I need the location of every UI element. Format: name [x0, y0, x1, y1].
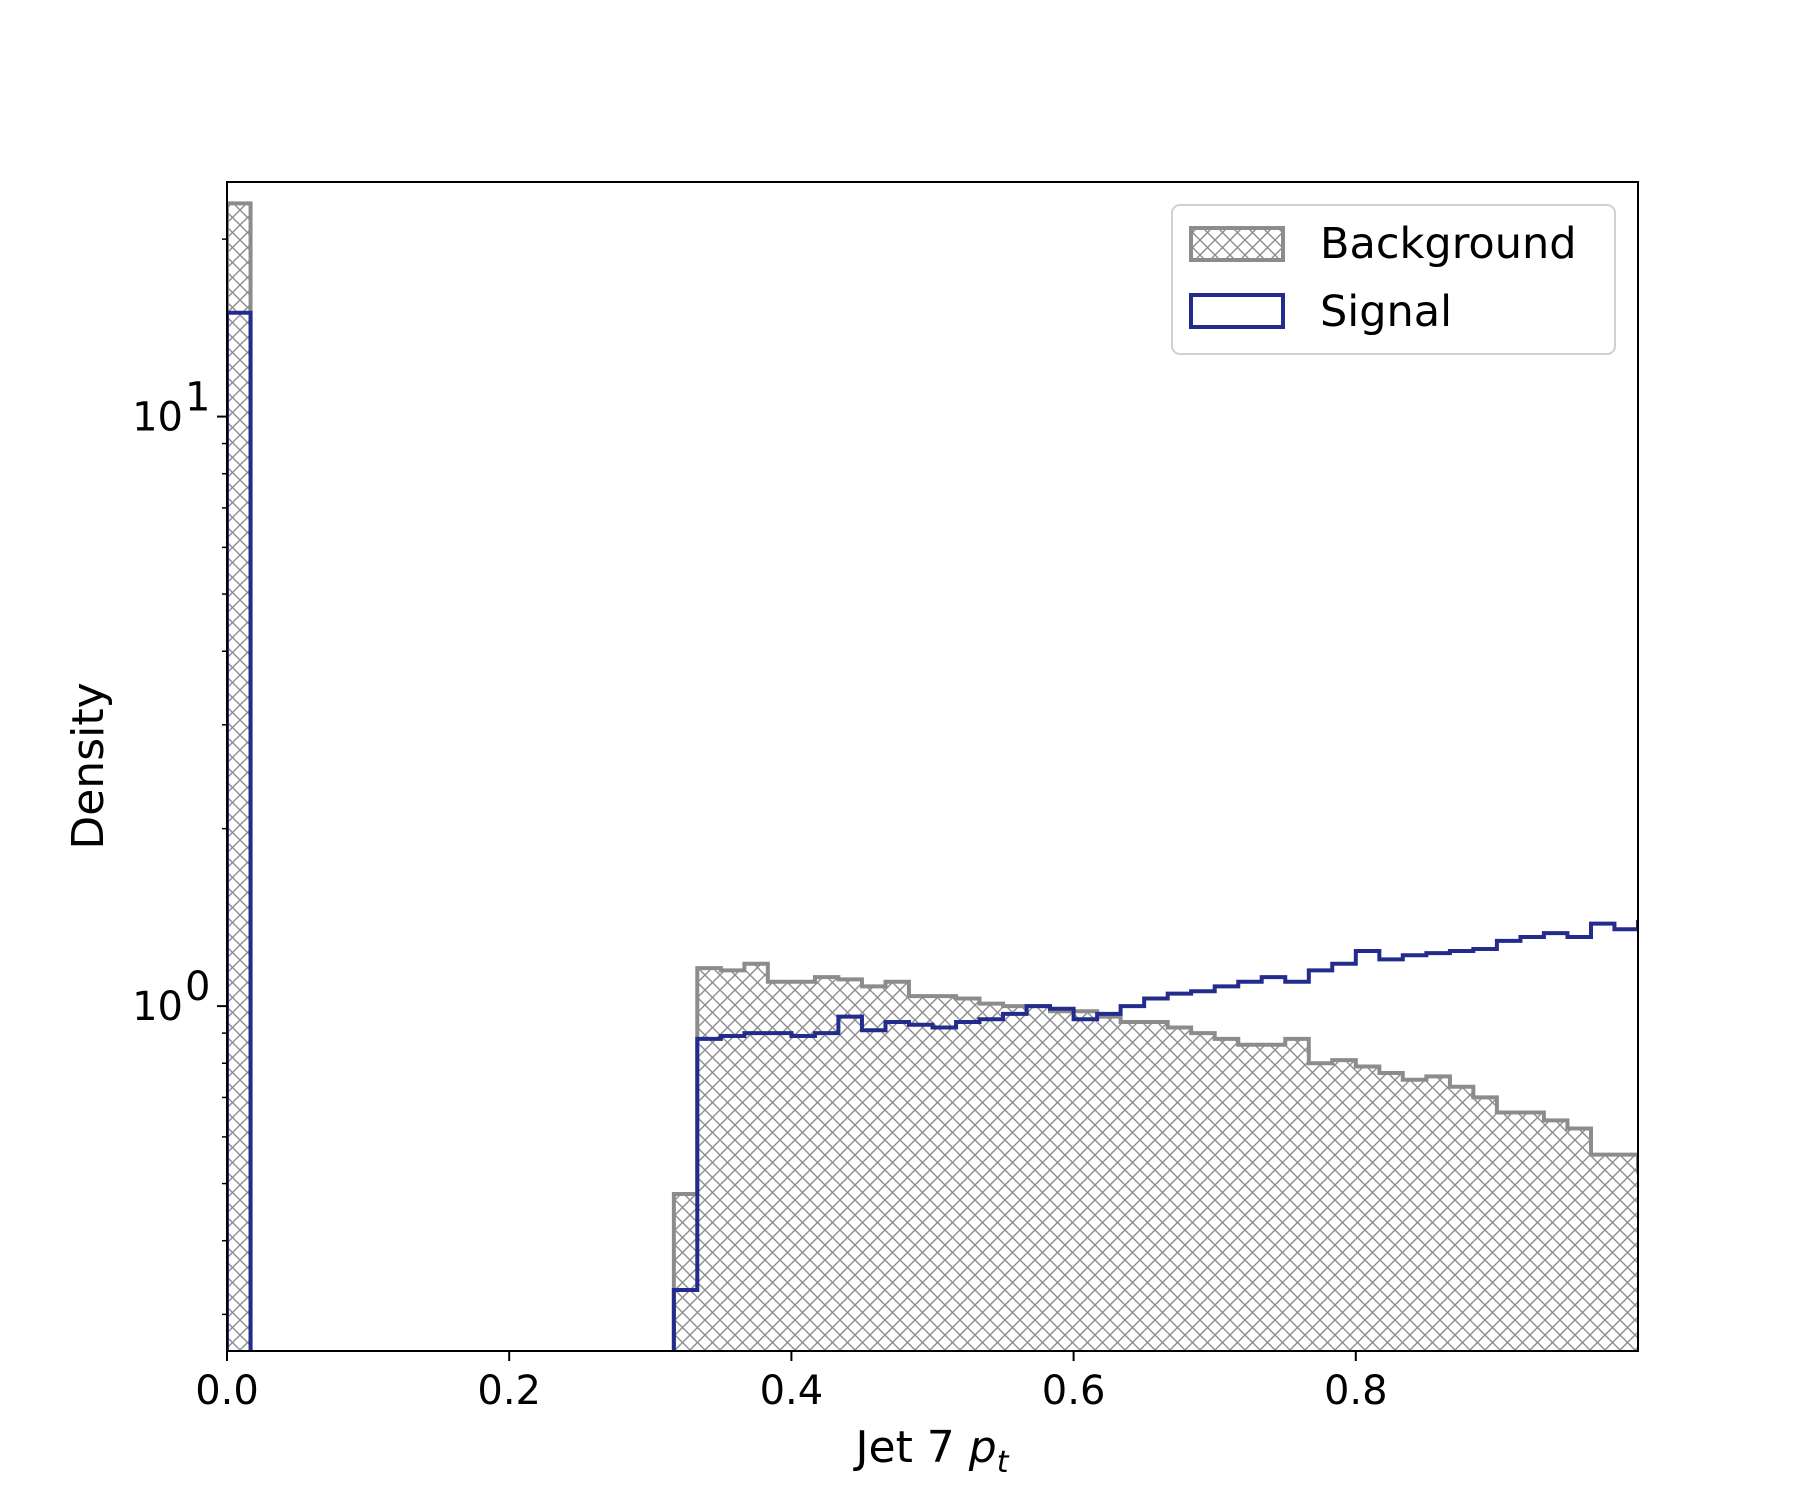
background-bin-fill [1026, 1006, 1051, 1351]
background-bin-fill [744, 963, 768, 1351]
background-bin-fill [1191, 1033, 1215, 1351]
background-bin-fill [908, 996, 933, 1351]
background-bin-fill [1167, 1027, 1192, 1351]
background-bin-fill [697, 968, 721, 1351]
background-bin-fill [1308, 1063, 1333, 1351]
background-bin-fill [1097, 1016, 1121, 1351]
background-bin-fill [1120, 1021, 1145, 1351]
x-tick-label: 0.2 [477, 1368, 541, 1414]
x-axis-label: Jet 7 pt [853, 1422, 1010, 1480]
background-bin-fill [1473, 1097, 1497, 1351]
background-bin-fill [838, 979, 862, 1351]
background-bin-fill [1496, 1112, 1521, 1351]
y-tick-label: 10 [132, 984, 183, 1030]
background-bin-fill [1591, 1154, 1615, 1351]
legend-label-background: Background [1320, 219, 1577, 269]
x-tick-label: 0.6 [1042, 1368, 1106, 1414]
y-tick-exponent: 0 [185, 964, 210, 1010]
background-series [227, 201, 1638, 1351]
background-bin-fill [979, 1003, 1004, 1351]
legend-label-signal: Signal [1320, 287, 1452, 337]
legend: Background Signal [1171, 204, 1616, 355]
background-bin-fill [791, 981, 815, 1351]
background-bin-fill [227, 203, 251, 1351]
signal-step-outline [227, 310, 1638, 1351]
background-bin-fill [1449, 1086, 1474, 1351]
background-bin-fill [1379, 1073, 1403, 1351]
y-tick-exponent: 1 [185, 375, 210, 421]
plot-frame [226, 181, 1639, 1352]
x-axis-ticks: 0.0 0.2 0.4 0.6 0.8 [195, 1351, 1388, 1414]
background-bin-fill [1355, 1066, 1380, 1351]
background-bin-fill [1238, 1044, 1262, 1351]
background-bin-fill [885, 981, 909, 1351]
background-bin-fill [673, 1194, 698, 1351]
background-bin-fill [1614, 1154, 1638, 1351]
background-bin-fill [1426, 1076, 1450, 1351]
x-tick-label: 0.8 [1324, 1368, 1388, 1414]
background-bin-fill [1567, 1128, 1592, 1351]
background-bin-fill [1402, 1079, 1427, 1351]
legend-swatch-signal [1189, 293, 1285, 329]
background-bin-fill [956, 998, 980, 1351]
background-bin-fill [1073, 1011, 1098, 1351]
background-bin-fill [767, 981, 792, 1351]
background-bin-fill [1261, 1044, 1286, 1351]
signal-series [227, 310, 1638, 1351]
background-bin-fill [720, 970, 745, 1351]
background-bin-fill [1003, 1006, 1027, 1351]
background-bin-fill [814, 977, 839, 1351]
x-tick-label: 0.0 [195, 1368, 259, 1414]
y-tick-label: 10 [132, 395, 183, 441]
background-bin-fill [1332, 1060, 1356, 1351]
background-bin-fill [1543, 1120, 1568, 1351]
background-bin-fill [861, 986, 886, 1351]
legend-swatch-background [1189, 226, 1285, 262]
x-tick-label: 0.4 [760, 1368, 824, 1414]
y-axis-label: Density [63, 682, 114, 849]
background-bin-fill [1214, 1038, 1239, 1351]
background-bin-fill [932, 996, 957, 1351]
background-bin-fill [1285, 1038, 1309, 1351]
background-bin-fill [1050, 1011, 1074, 1351]
background-bin-fill [1520, 1112, 1544, 1351]
background-bin-fill [1144, 1021, 1168, 1351]
histogram-bars [227, 201, 1638, 1351]
